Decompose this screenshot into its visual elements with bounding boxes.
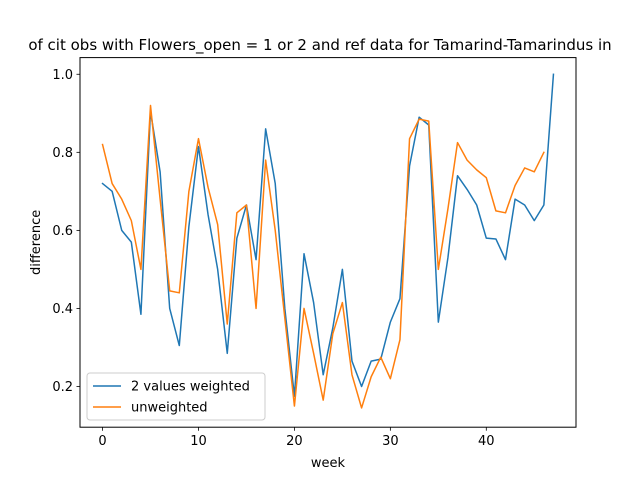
y-tick-label: 0.4 [52,302,73,317]
y-tick-label: 0.8 [52,146,73,161]
legend-box [86,372,266,421]
axes-frame [79,57,577,428]
x-tick-label: 20 [286,434,303,449]
y-axis-label: difference [29,210,44,275]
legend-label-1: 2 values weighted [131,380,250,395]
x-tick-label: 10 [190,434,207,449]
y-tick-label: 1.0 [52,68,73,83]
x-axis: 0 10 20 30 40 [98,427,495,449]
chart-title: of cit obs with Flowers_open = 1 or 2 an… [28,36,611,55]
x-axis-label: week [311,456,346,471]
legend-label-2: unweighted [131,401,208,416]
y-axis: 0.2 0.4 0.6 0.8 1.0 [52,68,80,395]
y-tick-label: 0.2 [52,380,73,395]
x-tick-label: 0 [98,434,106,449]
legend: 2 values weighted unweighted [86,372,266,421]
plot-area [101,73,555,409]
series-line-1 [101,73,555,397]
y-tick-label: 0.6 [52,224,73,239]
x-tick-label: 40 [478,434,495,449]
x-tick-label: 30 [382,434,399,449]
series-line-2 [101,104,545,409]
